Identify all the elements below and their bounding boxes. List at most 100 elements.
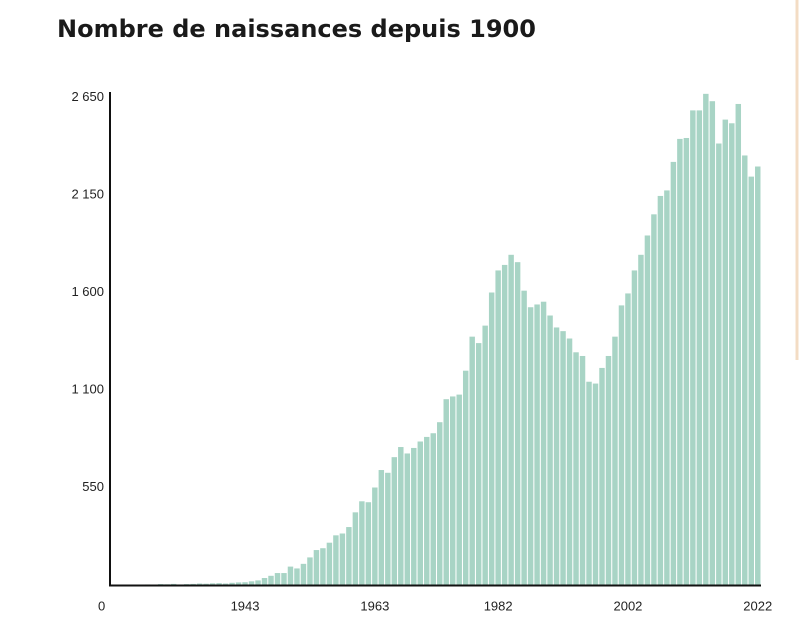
bar (261, 578, 268, 585)
bar (170, 583, 177, 585)
bar (605, 355, 612, 585)
bar (430, 433, 436, 585)
x-tick-label: 2022 (743, 598, 772, 613)
bar (404, 453, 411, 585)
bar (560, 331, 566, 585)
bar (683, 137, 690, 585)
bar (398, 447, 404, 585)
y-tick-label: 2 650 (71, 89, 104, 104)
bar (378, 470, 385, 585)
bar (346, 527, 352, 585)
bar (586, 381, 592, 585)
bar (462, 370, 469, 585)
bar (488, 292, 495, 585)
bar (735, 103, 742, 585)
bar (475, 343, 482, 585)
bar (651, 214, 657, 585)
bar (365, 502, 372, 585)
bar (417, 441, 424, 585)
bar (287, 566, 294, 585)
bar (547, 315, 553, 585)
bar (755, 166, 761, 585)
bar (313, 550, 320, 585)
bar (352, 512, 359, 585)
bar (657, 195, 664, 586)
bar (573, 352, 579, 585)
bar (372, 487, 378, 585)
x-tick-label: 2002 (613, 598, 642, 613)
bar (527, 307, 534, 585)
bar (281, 573, 287, 585)
bar (339, 533, 346, 585)
bar (690, 110, 696, 586)
bar (242, 582, 248, 585)
bar (748, 176, 754, 586)
bar (501, 264, 508, 585)
bar (196, 583, 203, 585)
chart-title: Nombre de naissances depuis 1900 (57, 15, 536, 43)
bar (625, 293, 631, 585)
bar (385, 472, 391, 585)
bar (696, 110, 703, 586)
bar (716, 143, 722, 586)
bar (216, 583, 222, 585)
y-tick-label: 550 (82, 479, 104, 494)
bar (566, 338, 573, 585)
bar (268, 575, 274, 585)
bar (456, 394, 462, 585)
bar (469, 336, 475, 585)
bar (255, 580, 261, 585)
bar (190, 583, 196, 585)
bar (508, 254, 514, 586)
bar (644, 235, 651, 585)
bar (618, 305, 625, 585)
bar (222, 583, 229, 585)
bar (424, 436, 430, 585)
bar (449, 396, 456, 585)
bar (521, 290, 527, 585)
bar (638, 254, 644, 586)
bar (391, 457, 398, 585)
bar (248, 581, 255, 585)
bar (333, 535, 339, 585)
bar (553, 327, 560, 585)
bar (495, 270, 501, 585)
x-tick-label: 1943 (231, 598, 260, 613)
bar (592, 383, 599, 585)
bar (729, 123, 735, 585)
bar (722, 119, 729, 585)
bar (703, 93, 709, 586)
bar (411, 447, 417, 585)
bar (437, 422, 443, 585)
bar (599, 367, 605, 585)
bar (203, 583, 209, 585)
bar (514, 262, 521, 585)
bar (612, 336, 618, 585)
bar (443, 399, 449, 585)
bar (540, 301, 547, 585)
bar (294, 568, 300, 585)
bar (670, 161, 677, 585)
bar (534, 304, 540, 585)
bar (664, 190, 670, 585)
bar (235, 582, 242, 585)
x-tick-label: 1982 (484, 598, 513, 613)
bar (631, 270, 638, 585)
bar (320, 548, 326, 585)
bar (742, 155, 748, 586)
bar (359, 501, 365, 585)
bar (229, 582, 235, 585)
y-tick-label: 1 100 (71, 381, 104, 396)
y-tick-label: 0 (98, 598, 105, 613)
bar (709, 101, 716, 586)
x-tick-label: 1963 (360, 598, 389, 613)
y-tick-label: 2 150 (71, 186, 104, 201)
bar (677, 138, 683, 586)
y-tick-label: 1 600 (71, 284, 104, 299)
bar (482, 325, 488, 585)
bar (579, 355, 586, 585)
bar (326, 542, 333, 585)
bar (300, 563, 307, 585)
